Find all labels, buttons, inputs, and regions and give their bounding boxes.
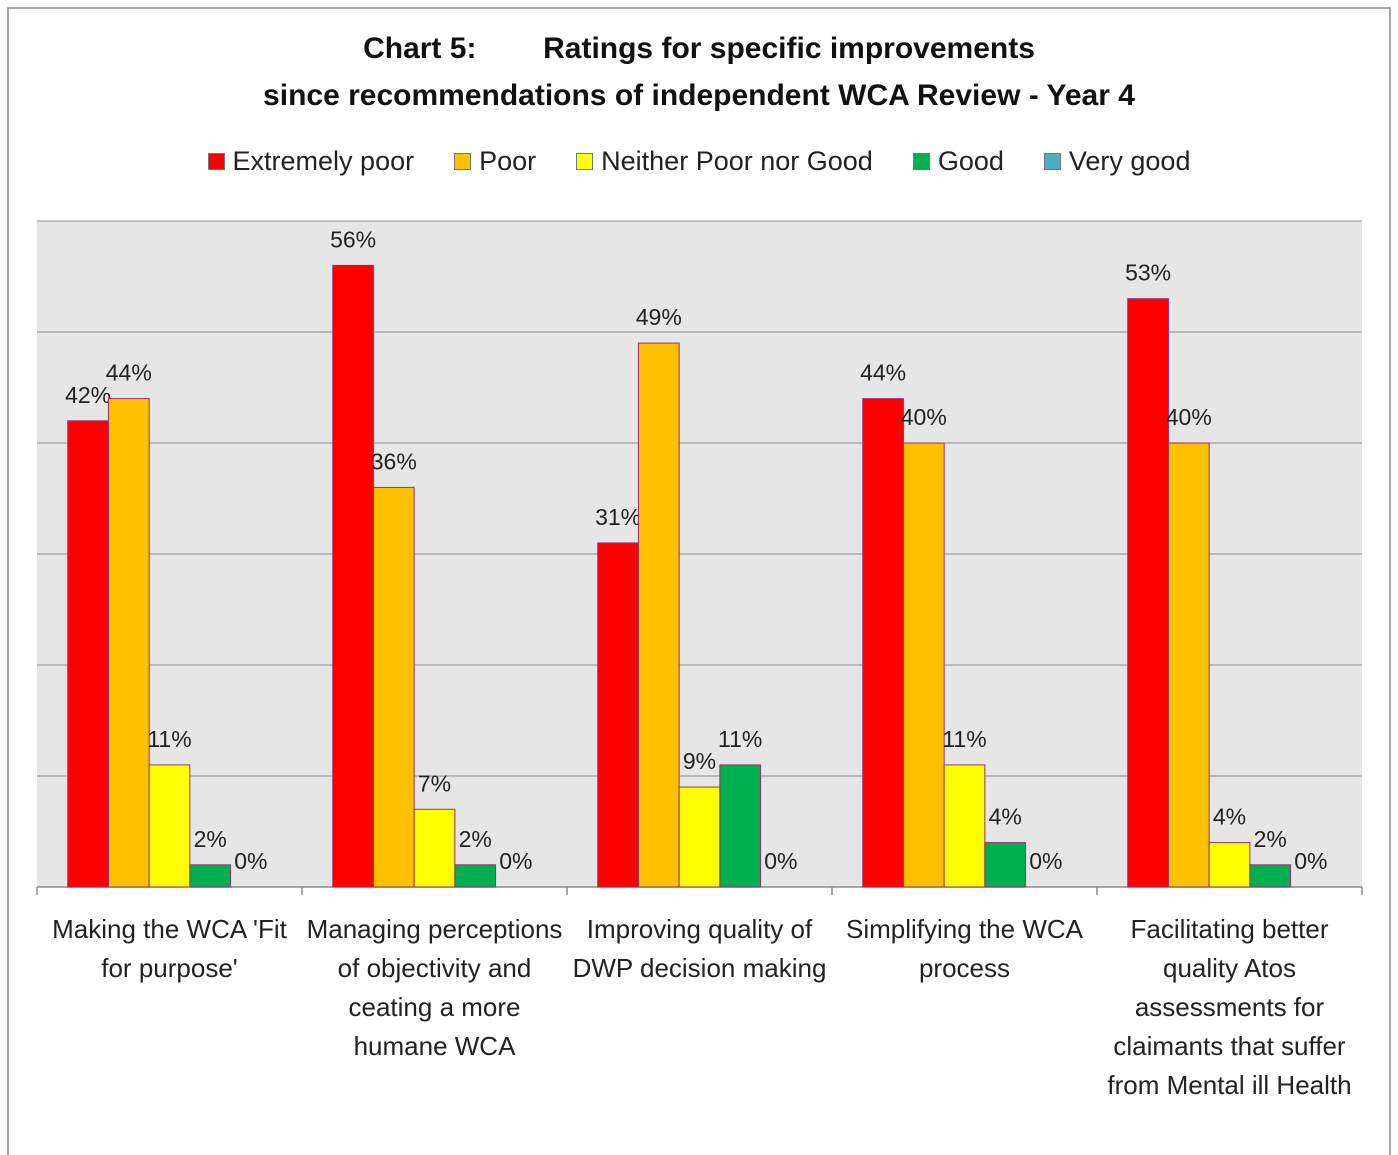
data-label: 36% xyxy=(371,448,417,474)
x-tick-label: Making the WCA 'Fit for purpose' xyxy=(52,914,287,983)
legend-item: Good xyxy=(912,146,1004,177)
bar xyxy=(943,764,986,888)
data-label: 11% xyxy=(942,726,986,752)
bar xyxy=(67,420,109,888)
data-label: 31% xyxy=(595,504,641,530)
x-tick-label: Facilitating better quality Atos assessm… xyxy=(1107,914,1352,1100)
legend-item: Neither Poor nor Good xyxy=(576,146,873,177)
data-label: 2% xyxy=(194,826,227,852)
data-label: 44% xyxy=(106,360,152,386)
data-label: 4% xyxy=(1213,804,1246,830)
data-label: 0% xyxy=(234,848,267,874)
data-label: 2% xyxy=(459,826,492,852)
legend-item: Extremely poor xyxy=(207,146,415,177)
legend-label: Good xyxy=(937,146,1004,176)
data-label: 0% xyxy=(764,848,797,874)
legend-label: Very good xyxy=(1068,146,1191,176)
data-label: 56% xyxy=(330,226,376,252)
chart-title: Chart 5: Ratings for specific improvemen… xyxy=(363,32,1035,65)
bar xyxy=(1208,842,1251,888)
data-label: 40% xyxy=(1166,404,1212,430)
chart-title: since recommendations of independent WCA… xyxy=(263,79,1135,112)
data-label: 0% xyxy=(499,848,532,874)
bar xyxy=(1249,864,1292,888)
bar xyxy=(678,786,721,888)
data-label: 53% xyxy=(1125,260,1171,286)
legend-label: Poor xyxy=(479,146,537,176)
legend-swatch xyxy=(1043,153,1061,170)
bar xyxy=(148,764,191,888)
legend-swatch xyxy=(912,153,930,170)
bar xyxy=(372,486,415,888)
legend-item: Poor xyxy=(454,146,536,177)
bar xyxy=(719,764,762,888)
bar xyxy=(1127,298,1169,888)
data-label: 11% xyxy=(718,726,762,752)
legend-item: Very good xyxy=(1043,146,1191,177)
data-label: 9% xyxy=(683,748,716,774)
data-label: 44% xyxy=(860,360,906,386)
data-label: 0% xyxy=(1029,848,1062,874)
legend-label: Extremely poor xyxy=(232,146,415,176)
data-label: 42% xyxy=(65,382,111,408)
chart-border xyxy=(7,7,1391,1155)
legend-label: Neither Poor nor Good xyxy=(601,146,873,176)
legend-swatch xyxy=(576,153,594,170)
x-tick-label: Managing perceptions of objectivity and … xyxy=(306,914,563,1061)
legend: Extremely poor Poor Neither Poor nor Good G… xyxy=(0,146,1398,177)
x-tick-label: Improving quality of DWP decision making xyxy=(572,914,827,983)
data-label: 11% xyxy=(147,726,191,752)
bar xyxy=(862,398,904,888)
bar xyxy=(413,808,456,888)
bar xyxy=(597,542,639,888)
bar xyxy=(332,264,374,888)
data-label: 49% xyxy=(636,304,682,330)
bar xyxy=(984,842,1027,888)
bar xyxy=(107,398,150,888)
bar xyxy=(637,342,680,888)
x-tick-label: Simplifying the WCA process xyxy=(846,914,1083,983)
data-label: 0% xyxy=(1294,848,1327,874)
legend-swatch xyxy=(207,153,225,170)
bar xyxy=(1167,442,1210,888)
legend-swatch xyxy=(454,153,472,170)
data-label: 4% xyxy=(989,804,1022,830)
bar xyxy=(189,864,232,888)
bar xyxy=(454,864,497,888)
data-label: 7% xyxy=(418,770,451,796)
bar xyxy=(902,442,945,888)
data-label: 2% xyxy=(1254,826,1287,852)
data-label: 40% xyxy=(901,404,947,430)
